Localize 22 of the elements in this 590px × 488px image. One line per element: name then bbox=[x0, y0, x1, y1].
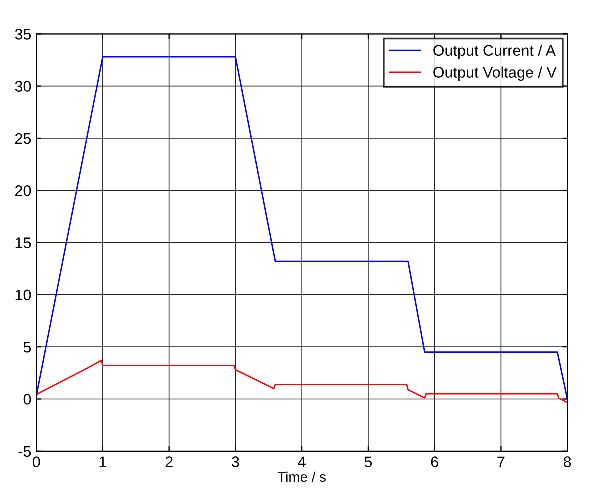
x-tick-label: 2 bbox=[166, 456, 173, 468]
line-series bbox=[36, 360, 568, 404]
y-tick-label: 30 bbox=[15, 81, 32, 92]
y-tick-label: -5 bbox=[18, 446, 32, 458]
y-tick-label: 0 bbox=[24, 394, 32, 405]
y-tick-label: 20 bbox=[15, 185, 32, 196]
x-tick-label: 5 bbox=[364, 456, 372, 468]
y-tick-label: 5 bbox=[24, 342, 32, 353]
legend-label: Output Voltage / V bbox=[434, 66, 557, 81]
legend-label: Output Current / A bbox=[434, 44, 556, 60]
x-tick-label: 3 bbox=[232, 456, 240, 468]
x-axis-title: Time / s bbox=[278, 472, 326, 482]
x-tick-label: 8 bbox=[564, 456, 572, 468]
y-tick-label: 35 bbox=[15, 29, 32, 40]
x-tick-label: 1 bbox=[100, 456, 106, 468]
x-tick-label: 7 bbox=[498, 456, 505, 468]
x-tick-label: 4 bbox=[298, 456, 306, 468]
y-tick-label: 15 bbox=[16, 238, 32, 248]
x-tick-label: 6 bbox=[431, 456, 438, 468]
y-tick-label: 25 bbox=[15, 133, 32, 144]
x-tick-label: 0 bbox=[32, 456, 40, 468]
y-tick-label: 10 bbox=[16, 290, 32, 301]
